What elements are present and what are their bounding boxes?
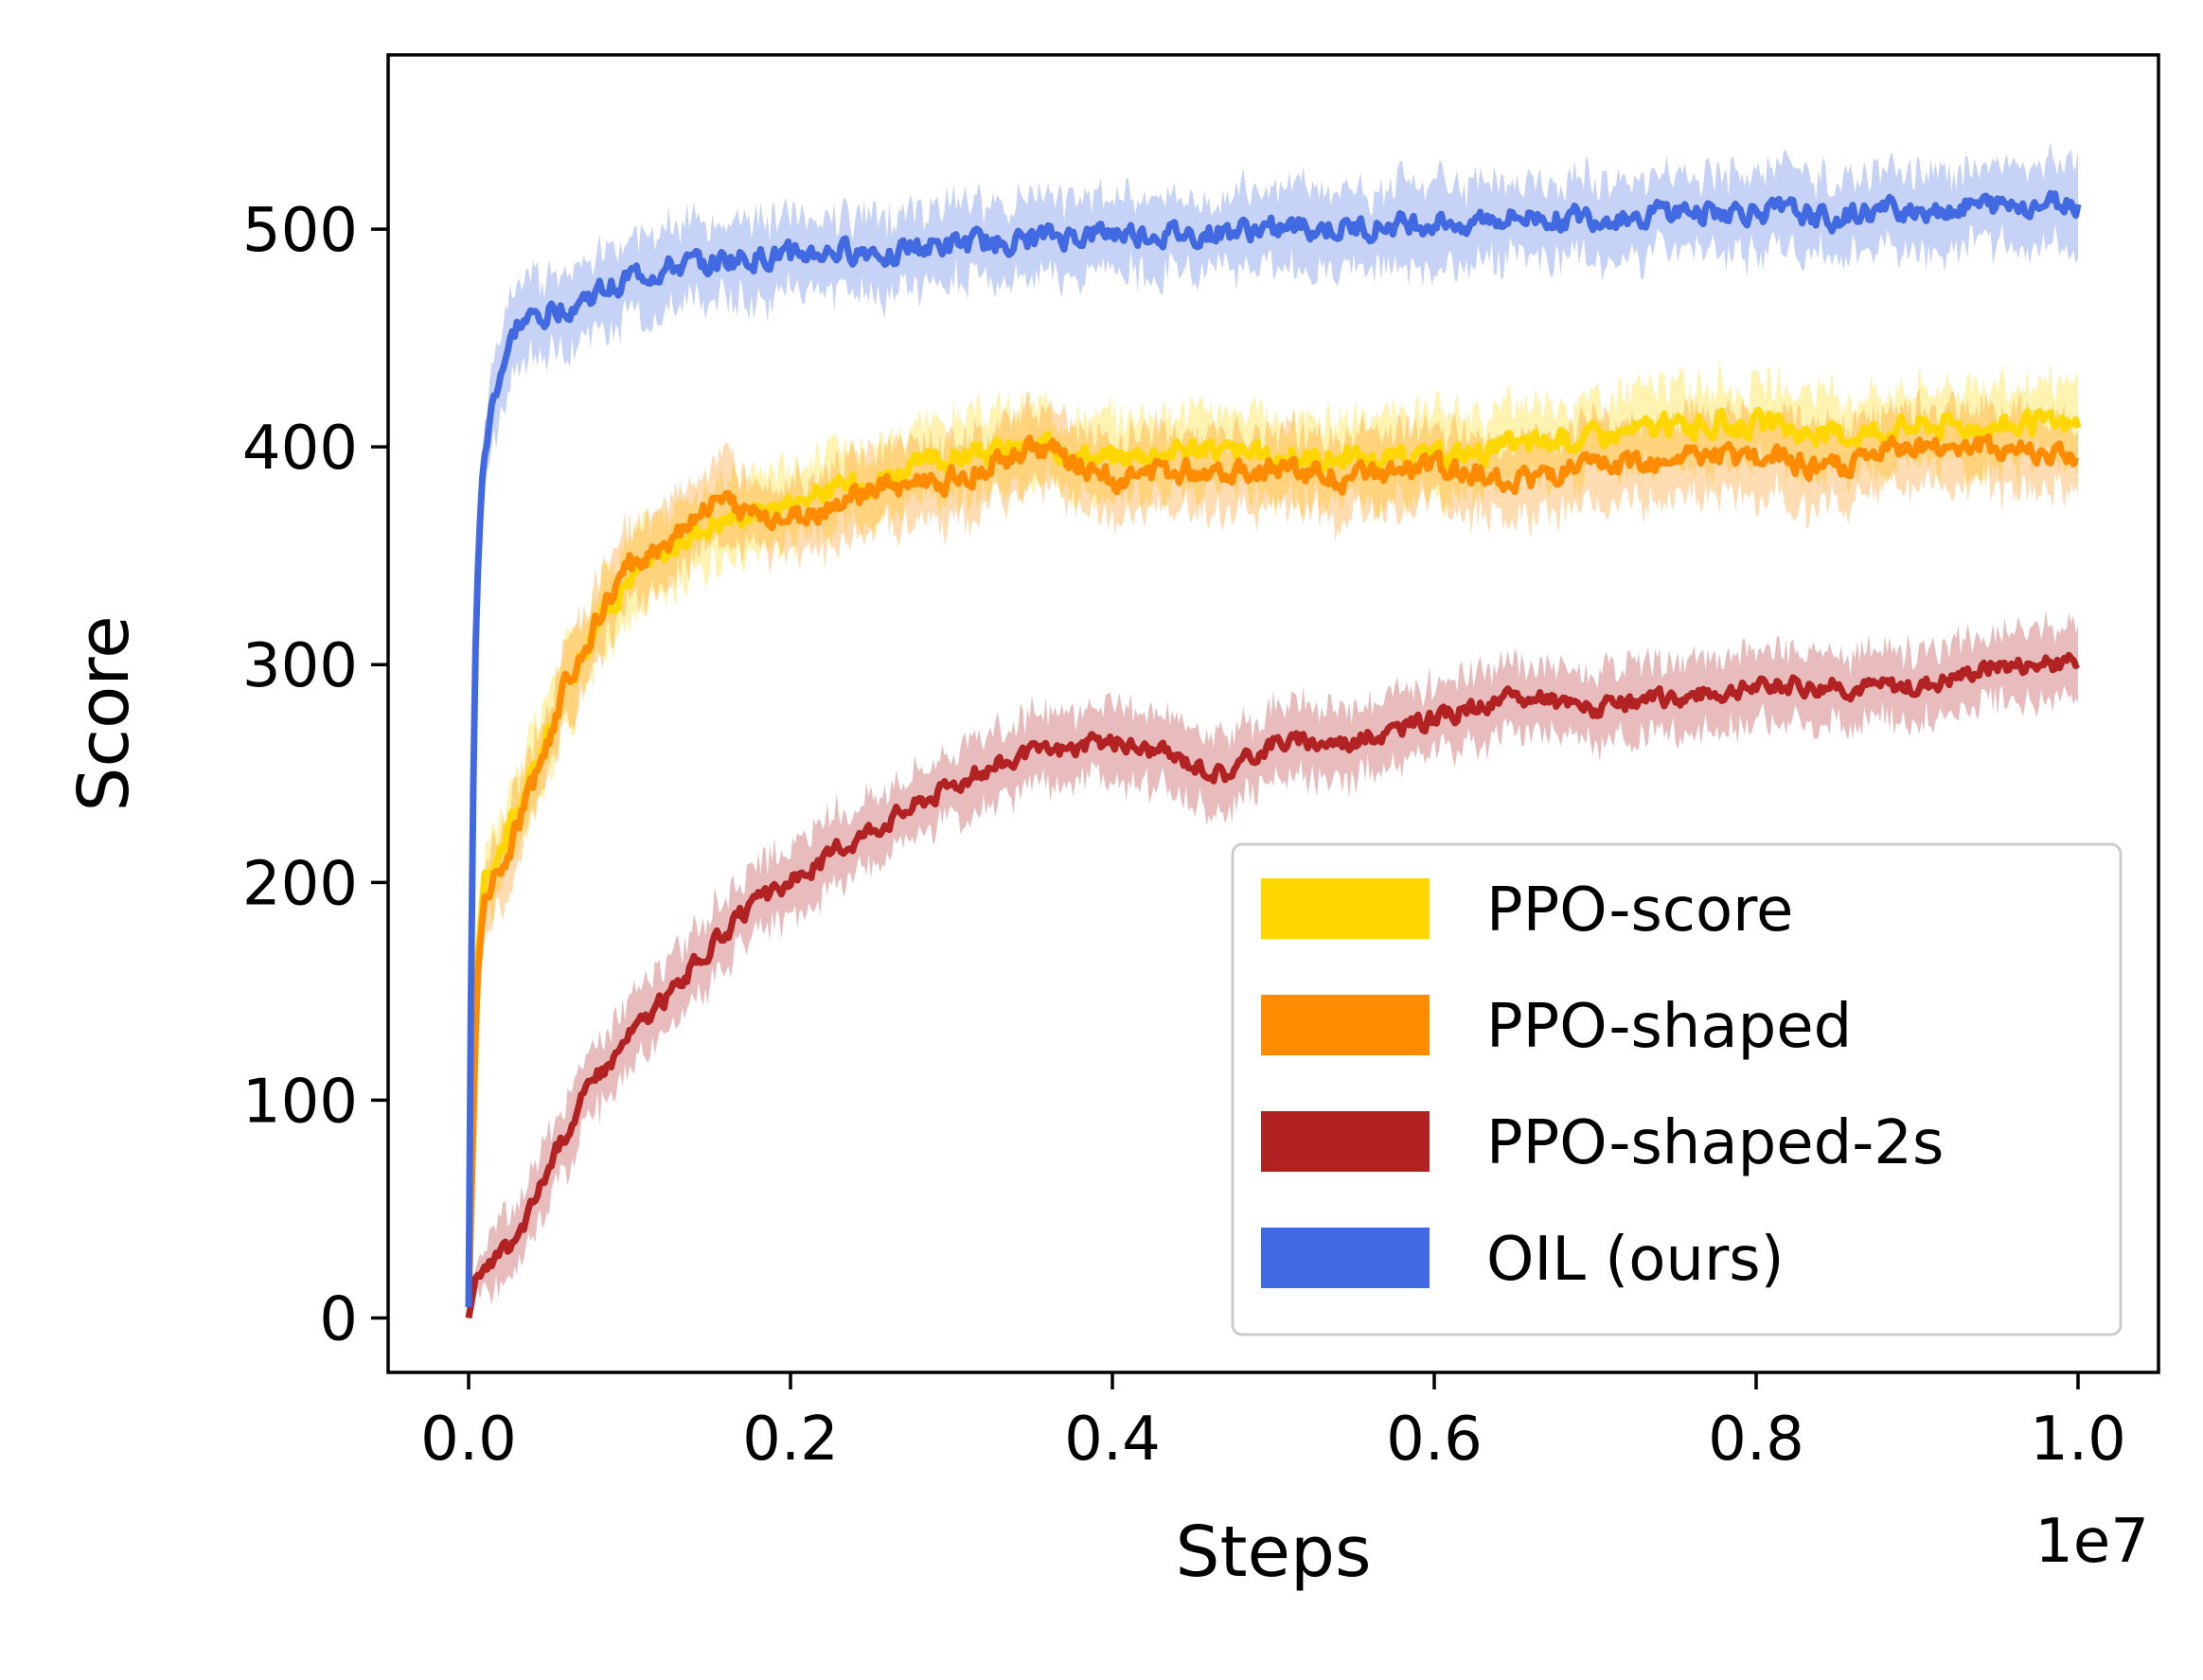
legend-label: PPO-score (1486, 875, 1793, 946)
legend-swatch (1261, 1228, 1430, 1288)
legend-swatch (1261, 878, 1430, 939)
series-band (469, 610, 2078, 1318)
y-tick-label: 300 (242, 631, 358, 701)
x-axis-offset-text: 1e7 (2034, 1507, 2149, 1577)
y-axis-ticks: 0 100 200 300 400 500 (242, 196, 388, 1354)
y-tick-label: 100 (242, 1067, 358, 1137)
series-band (469, 388, 2078, 1307)
x-tick-label: 0.0 (420, 1405, 517, 1475)
series-line (465, 433, 2080, 1308)
legend-label: PPO-shaped-2s (1486, 1108, 1944, 1178)
legend-label: PPO-shaped (1486, 992, 1852, 1062)
legend-swatch (1261, 995, 1430, 1055)
y-tick-label: 200 (242, 849, 358, 919)
series-line (465, 189, 2082, 1308)
y-tick-label: 0 (319, 1284, 358, 1354)
legend-swatch (1261, 1111, 1430, 1172)
x-tick-label: 1.0 (2030, 1405, 2126, 1475)
x-axis-title: Steps (1175, 1512, 1371, 1593)
y-tick-label: 400 (242, 414, 358, 484)
y-tick-label: 500 (242, 196, 358, 266)
y-axis-title: Score (63, 615, 145, 811)
x-tick-label: 0.4 (1064, 1405, 1161, 1475)
series-lines (465, 189, 2082, 1319)
legend-label: OIL (ours) (1486, 1225, 1785, 1295)
series-band (469, 141, 2078, 1307)
series-line (465, 651, 2081, 1319)
x-tick-label: 0.6 (1386, 1405, 1483, 1475)
x-tick-label: 0.8 (1708, 1405, 1804, 1475)
x-axis-ticks: 0.0 0.2 0.4 0.6 0.8 1.0 (420, 1372, 2126, 1475)
legend: PPO-score PPO-shaped PPO-shaped-2s OIL (our… (1231, 842, 2123, 1336)
x-tick-label: 0.2 (742, 1405, 839, 1475)
legend-box (1231, 842, 2123, 1336)
plot-frame (386, 53, 2160, 1374)
